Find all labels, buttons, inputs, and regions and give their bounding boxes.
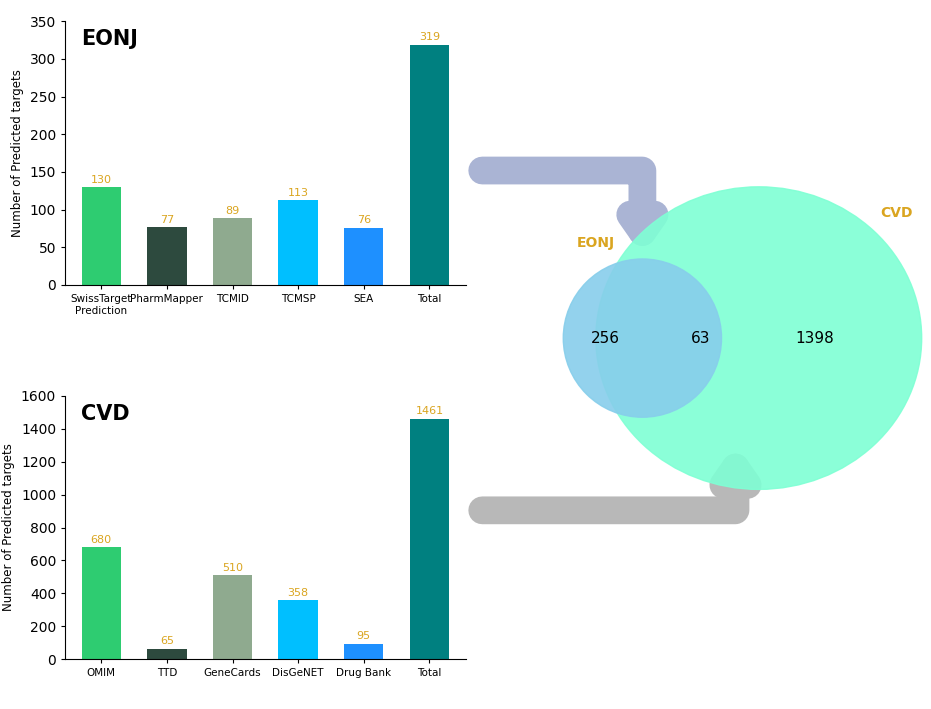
Text: 319: 319	[419, 33, 440, 43]
Text: CVD: CVD	[880, 206, 912, 220]
Bar	[278, 200, 317, 285]
Y-axis label: Number of Predicted targets: Number of Predicted targets	[3, 444, 15, 611]
Bar	[213, 218, 252, 285]
Text: 65: 65	[160, 636, 174, 646]
Text: 89: 89	[225, 206, 239, 216]
Text: 256: 256	[590, 330, 620, 345]
Text: 76: 76	[357, 216, 371, 225]
Text: 680: 680	[90, 535, 112, 545]
Bar	[344, 228, 384, 285]
Text: CVD: CVD	[81, 403, 129, 423]
Ellipse shape	[563, 259, 722, 417]
Text: 113: 113	[288, 188, 309, 198]
Text: 358: 358	[288, 588, 309, 598]
FancyArrowPatch shape	[482, 171, 654, 232]
Bar	[344, 644, 384, 659]
Text: EONJ: EONJ	[577, 236, 614, 250]
Text: 63: 63	[691, 330, 710, 345]
Bar	[278, 601, 317, 659]
Bar	[147, 649, 186, 659]
Text: 77: 77	[160, 215, 174, 225]
Y-axis label: Number of Predicted targets: Number of Predicted targets	[11, 69, 24, 237]
Bar	[213, 575, 252, 659]
Bar	[410, 45, 449, 285]
Text: 1461: 1461	[415, 406, 443, 416]
Text: 1398: 1398	[795, 330, 834, 345]
Text: 95: 95	[357, 631, 371, 641]
Text: EONJ: EONJ	[81, 29, 138, 49]
Text: 130: 130	[90, 174, 112, 185]
Text: 510: 510	[222, 563, 243, 573]
Bar	[410, 418, 449, 659]
Bar	[82, 187, 121, 285]
FancyArrowPatch shape	[482, 467, 748, 510]
Bar	[82, 547, 121, 659]
Ellipse shape	[596, 186, 922, 489]
Bar	[147, 227, 186, 285]
